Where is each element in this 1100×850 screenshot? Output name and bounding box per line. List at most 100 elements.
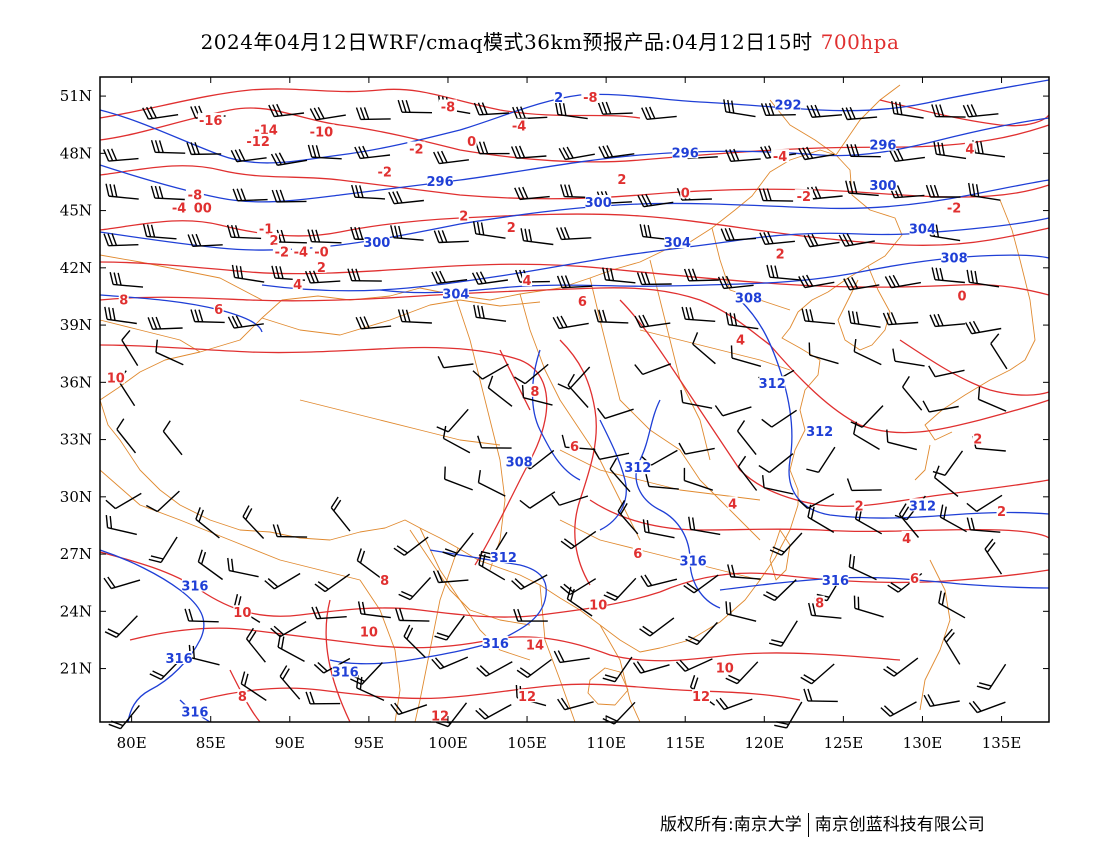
temp-contour-label: 8	[119, 293, 128, 308]
height-contour-label-bg	[806, 423, 833, 437]
temp-contour-label-bg	[268, 233, 279, 247]
wind-barb	[271, 189, 307, 203]
temp-contour-label: -8	[583, 91, 597, 106]
lon-tick-label: 80E	[117, 734, 147, 752]
temp-contour-label: 12	[431, 709, 449, 724]
latitude-axis: 51N 48N 45N 42N 39N 36N 33N 30N 27N 24N 21N	[60, 87, 1049, 678]
height-contour-label-bg	[775, 97, 802, 111]
korea-peninsula	[837, 265, 891, 351]
wind-barb	[923, 694, 960, 707]
temp-contour-label-bg	[379, 572, 390, 586]
wind-barb	[103, 233, 139, 247]
temp-contour-label: 8	[530, 385, 539, 400]
wind-barb	[432, 570, 469, 584]
wind-barb	[566, 586, 593, 617]
temp-contour-label-bg	[272, 244, 291, 258]
wind-barb	[393, 536, 429, 556]
wind-barb	[395, 608, 430, 622]
wind-barb	[886, 429, 917, 451]
lat-tick-label: 30N	[60, 488, 92, 506]
height-contour-label: 300	[363, 236, 390, 251]
wind-barb	[521, 384, 553, 406]
lon-tick-label: 115E	[665, 734, 705, 752]
lat-tick-label: 27N	[60, 545, 92, 563]
temp-contour-label: -4	[294, 246, 308, 261]
indochina	[539, 584, 576, 723]
wind-barb	[984, 538, 1003, 575]
height-contour-label: 296	[672, 146, 699, 161]
temp-contour-label: 10	[360, 625, 378, 640]
copyright-right: 南京创蓝科技有限公司	[814, 815, 985, 835]
wind-barb	[640, 574, 678, 588]
height-contour-label: 316	[482, 637, 509, 652]
wind-barb	[355, 107, 391, 121]
height-contour-label-bg	[181, 704, 208, 718]
wind-barb	[557, 697, 594, 711]
height-contour	[739, 299, 1050, 519]
lat-tick-label: 36N	[60, 373, 92, 391]
height-contour	[599, 419, 627, 531]
wind-barb	[642, 519, 675, 539]
temp-contour-label: -2	[797, 190, 811, 205]
wind-barb	[307, 144, 342, 160]
temp-contour-label: -2	[409, 143, 423, 158]
wind-barb	[390, 225, 424, 241]
wind-barb	[148, 536, 178, 564]
wind-barb	[808, 602, 842, 619]
temp-contour-label-bg	[522, 273, 533, 287]
wind-barb	[683, 268, 719, 282]
wind-barb	[966, 494, 1003, 512]
temp-contour-label-bg	[727, 496, 738, 510]
wind-barb	[596, 407, 634, 420]
wind-barb	[388, 190, 424, 205]
temp-contour-label-bg	[909, 570, 920, 584]
province-line-1	[519, 293, 641, 541]
wind-barb	[888, 148, 925, 163]
temp-contour-label-bg	[308, 124, 335, 138]
wind-barb	[516, 658, 552, 679]
wind-barb	[928, 365, 965, 378]
wind-barb	[598, 145, 635, 159]
temp-contour-label-bg	[715, 660, 734, 674]
wind-barb	[272, 524, 308, 538]
height-contour-label: 304	[442, 288, 469, 303]
temp-contour-label-bg	[375, 164, 394, 178]
lon-tick-label: 125E	[824, 734, 864, 752]
province-line-7	[639, 329, 791, 371]
temp-contour-label-bg	[245, 133, 272, 147]
wind-barb	[641, 106, 677, 120]
temp-contour-label-bg	[359, 624, 378, 638]
lat-tick-label: 48N	[60, 144, 92, 162]
wind-barb	[116, 418, 137, 454]
wind-barb	[142, 224, 177, 240]
temp-contour-label: 8	[380, 574, 389, 589]
wind-barb	[230, 148, 267, 163]
height-contour-label-bg	[759, 376, 786, 390]
wind-barb	[798, 146, 835, 161]
temp-contour	[619, 299, 1050, 507]
wind-barb	[806, 104, 843, 118]
wind-barb	[436, 408, 469, 433]
wind-barb	[843, 276, 880, 291]
temp-contour-label-bg	[957, 288, 968, 302]
china-western-southern-boundary	[99, 399, 799, 653]
wind-barb	[692, 332, 716, 365]
wind-barb	[841, 106, 878, 121]
wind-barb	[443, 466, 473, 491]
height-contour-label: 316	[680, 555, 707, 570]
wind-barb	[675, 658, 713, 672]
temp-contour-label: 6	[910, 572, 919, 587]
wind-barb	[801, 308, 835, 325]
wind-barb	[476, 661, 513, 677]
lon-tick-label: 100E	[428, 734, 468, 752]
japan-honshu	[924, 199, 1036, 441]
wind-barb	[850, 405, 884, 428]
longitude-axis: 80E 85E 90E 95E 100E 105E 110E 115E 120E 125E 130E…	[117, 77, 1021, 752]
wind-barb	[195, 507, 220, 539]
temp-contour	[199, 683, 801, 701]
temp-contour-label: -4	[773, 150, 787, 165]
wind-barb	[736, 420, 757, 456]
wind-barb	[232, 188, 268, 202]
wind-barb	[513, 608, 548, 622]
wind-barb	[477, 435, 512, 449]
